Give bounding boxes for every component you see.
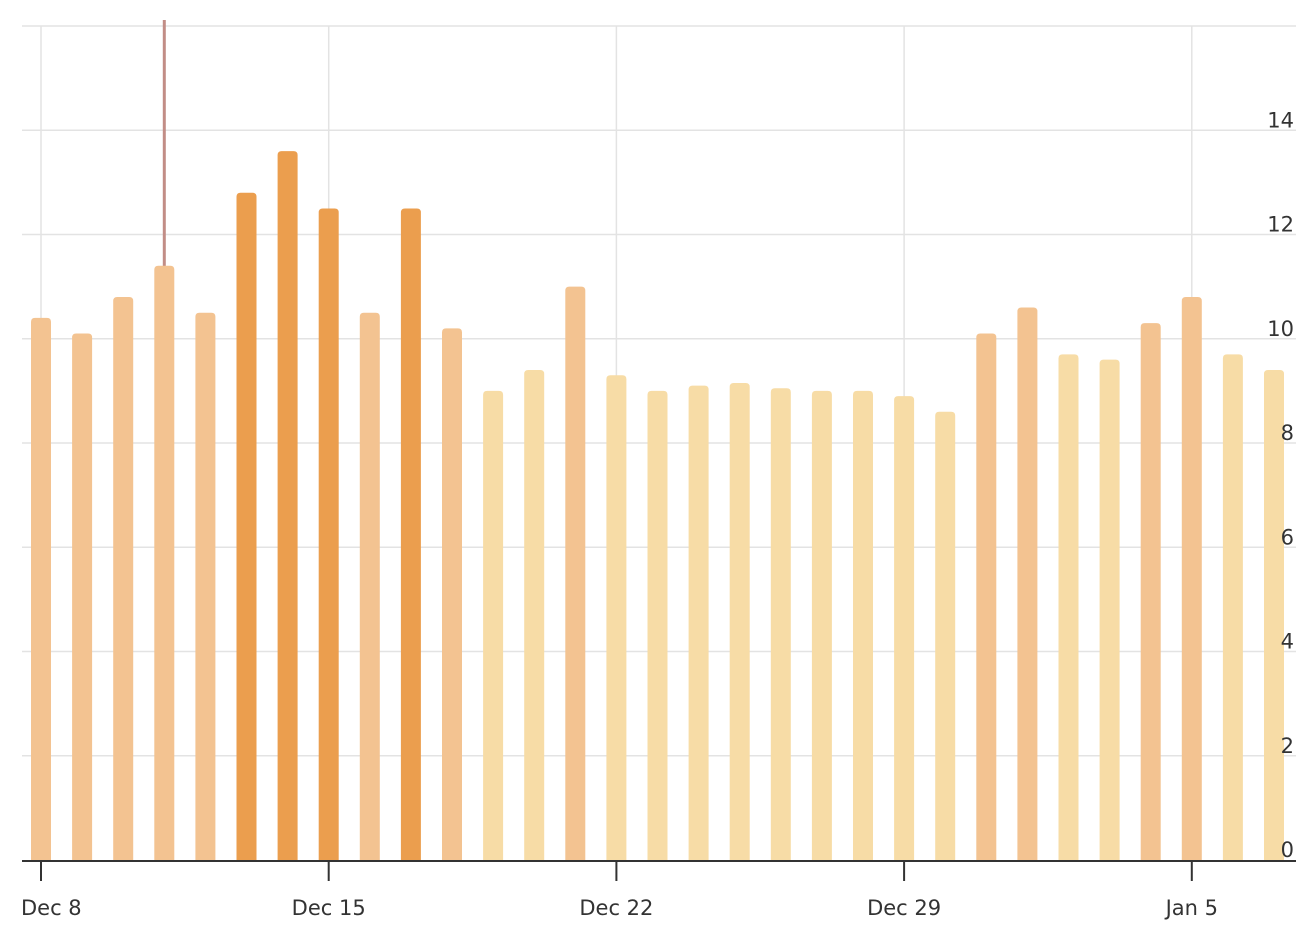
- bar-dec-28[interactable]: [853, 390, 873, 860]
- bars: [31, 151, 1284, 861]
- x-axis-tick-labels: Dec 8 Dec 15 Dec 22 Dec 29 Jan 5: [21, 896, 1218, 920]
- y-tick-label: 0: [1281, 838, 1294, 862]
- bar-dec-30[interactable]: [935, 411, 956, 860]
- y-tick-label: 12: [1267, 213, 1294, 237]
- bar-dec-9[interactable]: [72, 333, 93, 861]
- bar-dec-23[interactable]: [647, 390, 668, 860]
- bar-dec-26[interactable]: [770, 388, 791, 860]
- x-tick-label: Dec 22: [579, 896, 653, 920]
- bar-dec-8[interactable]: [31, 317, 51, 860]
- bar-dec-31[interactable]: [976, 333, 997, 861]
- x-axis: [22, 860, 1296, 881]
- y-tick-label: 6: [1281, 525, 1294, 549]
- y-tick-label: 10: [1267, 317, 1294, 341]
- bar-dec-19[interactable]: [483, 390, 504, 860]
- bar-dec-13[interactable]: [236, 192, 257, 861]
- bar-dec-20[interactable]: [524, 370, 545, 860]
- bar-jan-5[interactable]: [1181, 297, 1202, 860]
- bar-dec-22[interactable]: [606, 375, 627, 860]
- x-tick-label: Jan 5: [1164, 896, 1218, 920]
- bar-dec-27[interactable]: [811, 390, 832, 860]
- bar-dec-17[interactable]: [400, 208, 421, 860]
- bar-dec-18[interactable]: [442, 328, 462, 860]
- bar-jan-2[interactable]: [1058, 354, 1079, 860]
- bar-dec-15[interactable]: [318, 208, 339, 860]
- bar-jan-4[interactable]: [1140, 323, 1161, 860]
- bar-jan-1[interactable]: [1017, 307, 1038, 861]
- bar-jan-3[interactable]: [1099, 359, 1120, 860]
- y-tick-label: 2: [1281, 734, 1294, 758]
- y-tick-label: 14: [1267, 108, 1294, 132]
- bar-dec-21[interactable]: [565, 286, 586, 860]
- bar-dec-16[interactable]: [359, 312, 380, 860]
- y-tick-label: 4: [1281, 630, 1294, 654]
- bar-dec-10[interactable]: [113, 297, 134, 860]
- bar-dec-24[interactable]: [688, 385, 709, 860]
- bar-jan-7[interactable]: [1264, 370, 1284, 860]
- x-tick-label: Dec 15: [292, 896, 366, 920]
- bar-dec-14[interactable]: [277, 151, 298, 861]
- bar-dec-11[interactable]: [154, 265, 175, 860]
- bar-jan-6[interactable]: [1222, 354, 1243, 860]
- x-tick-label: Dec 8: [21, 896, 82, 920]
- bar-dec-25[interactable]: [729, 383, 750, 860]
- y-tick-label: 8: [1281, 421, 1294, 445]
- bar-dec-29[interactable]: [894, 396, 915, 860]
- x-tick-label: Dec 29: [867, 896, 941, 920]
- y-axis-tick-labels: 0 2 4 6 8 10 12 14: [1267, 108, 1294, 862]
- bar-dec-12[interactable]: [195, 312, 216, 860]
